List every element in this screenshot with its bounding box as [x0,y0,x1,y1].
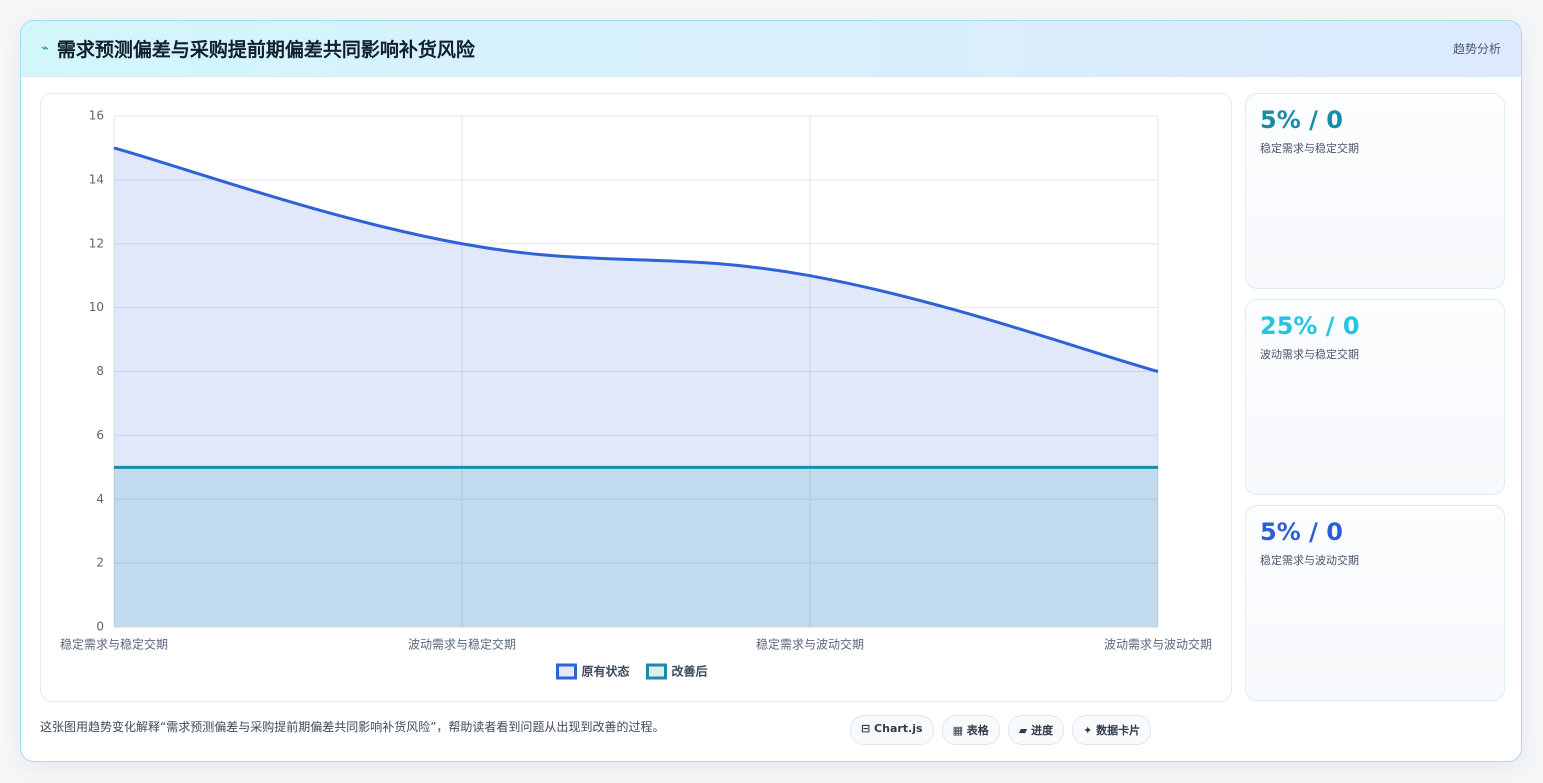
y-tick-label: 8 [96,364,104,378]
x-tick-label: 波动需求与波动交期 [1104,637,1212,652]
legend-item[interactable]: 改善后 [646,663,708,680]
chip[interactable]: ⊟ Chart.js [850,715,934,745]
header-tag: 趋势分析 [1452,42,1501,56]
stat-label: 波动需求与稳定交期 [1260,348,1359,361]
stat-card: 5% / 0 稳定需求与稳定交期 [1245,93,1505,289]
stat-value: 5% / 0 [1260,106,1343,134]
y-tick-label: 4 [96,492,104,506]
legend-item[interactable]: 原有状态 [556,663,630,680]
chip[interactable]: ▦ 表格 [941,715,1000,745]
stat-card: 5% / 0 稳定需求与波动交期 [1245,505,1505,701]
y-tick-label: 2 [96,556,104,570]
line [113,146,1159,373]
stat-value: 25% / 0 [1260,312,1360,340]
y-tick-label: 6 [96,428,104,442]
card-title: 需求预测偏差与采购提前期偏差共同影响补货风险 [56,39,475,61]
legend-swatch [556,663,577,680]
y-tick-label: 16 [89,109,104,123]
legend-swatch [646,663,667,680]
chart-panel: 0 2 4 6 8 10 12 14 16 稳定需求与稳定交期 波动需求与稳定交期 稳定需求与波动交期… [40,93,1232,702]
chip[interactable]: ▰ 进度 [1007,715,1065,745]
stat-value: 5% / 0 [1260,518,1343,546]
chart: 0 2 4 6 8 10 12 14 16 稳定需求与稳定交期 波动需求与稳定交期 稳定需求与波动交期… [60,109,1212,680]
stat-card: 25% / 0 波动需求与稳定交期 [1245,299,1505,495]
card: ⌁ 需求预测偏差与采购提前期偏差共同影响补货风险 趋势分析 0 2 4 6 8 10 12 1… [20,20,1522,762]
area-fill [114,147,1158,627]
stat-label: 稳定需求与波动交期 [1260,554,1359,567]
x-tick-label: 稳定需求与稳定交期 [60,637,168,652]
chip-list: ⊟ Chart.js ▦ 表格 ▰ 进度 ✦ 数据卡片 [850,715,1152,745]
y-tick-label: 12 [89,236,104,250]
stat-label: 稳定需求与稳定交期 [1260,142,1359,155]
caption: 这张图用趋势变化解释“需求预测偏差与采购提前期偏差共同影响补货风险”，帮助读者看… [40,720,665,734]
header-icon: ⌁ [41,41,49,56]
legend-label: 改善后 [672,664,708,679]
x-tick-label: 稳定需求与波动交期 [756,637,864,652]
chip[interactable]: ✦ 数据卡片 [1072,715,1152,745]
card-header: ⌁ 需求预测偏差与采购提前期偏差共同影响补货风险 趋势分析 [21,21,1521,77]
y-tick-label: 0 [96,620,104,634]
y-tick-label: 14 [89,172,104,186]
area-fill [114,467,1158,627]
legend-label: 原有状态 [582,664,630,679]
x-tick-label: 波动需求与稳定交期 [408,637,516,652]
y-tick-label: 10 [89,300,104,314]
